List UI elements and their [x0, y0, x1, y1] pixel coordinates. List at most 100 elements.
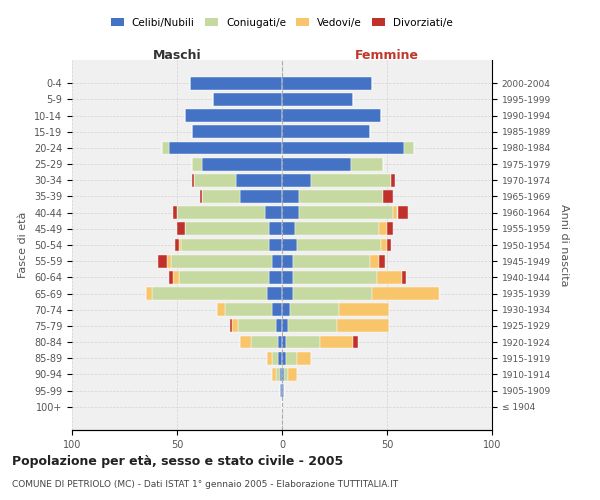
Bar: [271, 368, 276, 381]
Bar: [173, 271, 179, 284]
Bar: [394, 206, 397, 219]
Bar: [265, 206, 282, 219]
Bar: [289, 320, 337, 332]
Bar: [169, 142, 282, 154]
Bar: [173, 206, 177, 219]
Bar: [271, 352, 278, 364]
Bar: [282, 336, 286, 348]
Bar: [282, 254, 293, 268]
Bar: [268, 352, 271, 364]
Bar: [311, 174, 391, 187]
Bar: [295, 222, 379, 235]
Bar: [238, 320, 276, 332]
Bar: [282, 93, 353, 106]
Bar: [271, 303, 282, 316]
Bar: [290, 303, 338, 316]
Bar: [192, 174, 194, 187]
Bar: [282, 142, 404, 154]
Bar: [185, 109, 282, 122]
Bar: [226, 303, 271, 316]
Bar: [379, 222, 387, 235]
Text: Maschi: Maschi: [152, 50, 202, 62]
Bar: [146, 287, 152, 300]
Bar: [282, 174, 311, 187]
Text: COMUNE DI PETRIOLO (MC) - Dati ISTAT 1° gennaio 2005 - Elaborazione TUTTITALIA.I: COMUNE DI PETRIOLO (MC) - Dati ISTAT 1° …: [12, 480, 398, 489]
Bar: [240, 336, 251, 348]
Bar: [372, 287, 439, 300]
Bar: [181, 238, 269, 252]
Bar: [192, 126, 282, 138]
Bar: [276, 368, 280, 381]
Bar: [177, 206, 265, 219]
Bar: [404, 142, 414, 154]
Bar: [282, 368, 284, 381]
Bar: [179, 271, 269, 284]
Bar: [236, 174, 282, 187]
Bar: [353, 336, 358, 348]
Bar: [167, 254, 171, 268]
Bar: [391, 174, 395, 187]
Bar: [320, 336, 353, 348]
Bar: [202, 190, 240, 203]
Bar: [175, 238, 179, 252]
Bar: [282, 384, 284, 397]
Bar: [293, 271, 377, 284]
Bar: [282, 190, 299, 203]
Bar: [282, 271, 293, 284]
Bar: [177, 222, 185, 235]
Bar: [158, 254, 167, 268]
Bar: [379, 254, 385, 268]
Bar: [282, 287, 293, 300]
Bar: [289, 368, 296, 381]
Bar: [286, 352, 296, 364]
Bar: [171, 254, 271, 268]
Bar: [377, 271, 402, 284]
Bar: [402, 271, 406, 284]
Bar: [217, 303, 226, 316]
Bar: [190, 77, 282, 90]
Bar: [282, 158, 351, 170]
Bar: [282, 303, 290, 316]
Legend: Celibi/Nubili, Coniugati/e, Vedovi/e, Divorziati/e: Celibi/Nubili, Coniugati/e, Vedovi/e, Di…: [107, 14, 457, 32]
Bar: [282, 109, 381, 122]
Bar: [269, 222, 282, 235]
Bar: [200, 190, 202, 203]
Bar: [162, 142, 169, 154]
Bar: [282, 320, 289, 332]
Y-axis label: Fasce di età: Fasce di età: [19, 212, 28, 278]
Bar: [269, 238, 282, 252]
Bar: [383, 190, 394, 203]
Bar: [251, 336, 278, 348]
Bar: [276, 320, 282, 332]
Bar: [282, 206, 299, 219]
Bar: [202, 158, 282, 170]
Bar: [282, 222, 295, 235]
Bar: [278, 336, 282, 348]
Bar: [337, 320, 389, 332]
Bar: [284, 368, 289, 381]
Bar: [387, 222, 394, 235]
Bar: [282, 352, 286, 364]
Bar: [232, 320, 238, 332]
Bar: [194, 174, 236, 187]
Bar: [351, 158, 383, 170]
Bar: [286, 336, 320, 348]
Bar: [179, 238, 181, 252]
Bar: [152, 287, 268, 300]
Bar: [299, 206, 394, 219]
Bar: [278, 352, 282, 364]
Y-axis label: Anni di nascita: Anni di nascita: [559, 204, 569, 286]
Bar: [192, 158, 202, 170]
Bar: [299, 190, 383, 203]
Bar: [282, 126, 370, 138]
Bar: [169, 271, 173, 284]
Bar: [230, 320, 232, 332]
Bar: [269, 271, 282, 284]
Bar: [282, 238, 296, 252]
Bar: [280, 368, 282, 381]
Bar: [296, 352, 311, 364]
Bar: [338, 303, 389, 316]
Bar: [185, 222, 269, 235]
Bar: [213, 93, 282, 106]
Bar: [296, 238, 381, 252]
